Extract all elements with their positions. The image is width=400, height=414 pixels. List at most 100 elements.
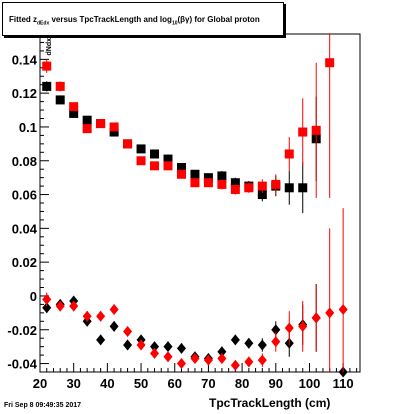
data-point-diamond (96, 334, 106, 346)
data-point-diamond (109, 303, 119, 315)
data-point-diamond (176, 342, 186, 354)
data-point-square (271, 179, 281, 189)
data-point-diamond (150, 347, 160, 359)
x-tick-label: 110 (333, 376, 354, 391)
data-point-diamond (136, 339, 146, 351)
y-tick-label: 0.06 (12, 188, 37, 203)
data-point-diamond (176, 358, 186, 370)
data-point-square (284, 183, 294, 193)
data-point-square (217, 179, 227, 189)
data-point-square (82, 115, 92, 125)
data-point-square (257, 181, 267, 191)
y-tick-label: 0.1 (19, 120, 37, 135)
data-point-square (311, 125, 321, 135)
data-point-diamond (271, 336, 281, 348)
data-point-diamond (163, 341, 173, 353)
data-point-square (176, 163, 186, 173)
x-axis-label: TpcTrackLength (cm) (209, 396, 331, 410)
data-point-square (109, 122, 119, 132)
data-point-square (123, 139, 133, 149)
y-tick-label: 0.04 (12, 221, 38, 236)
data-point-diamond (163, 351, 173, 363)
x-tick-label: 100 (299, 376, 321, 391)
data-point-square (150, 161, 160, 171)
data-point-diamond (203, 354, 213, 366)
data-point-square (42, 81, 52, 91)
data-point-square (150, 149, 160, 159)
data-point-square (298, 183, 308, 193)
data-point-square (55, 81, 65, 91)
data-point-square (203, 173, 213, 183)
data-point-diamond (244, 356, 254, 368)
data-point-diamond (96, 310, 106, 322)
y-tick-label: -0.04 (7, 357, 37, 372)
chart-title: Fitted zdEdx versus TpcTrackLength and l… (9, 15, 260, 27)
data-point-square (203, 178, 213, 188)
data-point-square (230, 184, 240, 194)
data-point-diamond (217, 352, 227, 364)
data-point-square (163, 161, 173, 171)
y-tick-label: 0.08 (12, 154, 37, 169)
y-tick-label: 0 (30, 289, 37, 304)
data-point-diamond (82, 310, 92, 322)
data-point-square (42, 61, 52, 71)
date-stamp: Fri Sep 8 09:49:35 2017 (4, 402, 82, 409)
data-point-square (257, 190, 267, 200)
data-point-square (244, 183, 254, 193)
data-point-diamond (284, 322, 294, 334)
axis-ticks: 20 30 40 50 60 70 80 90 100 110 -0.04 -0.02 0 0.02 0.0… (7, 33, 358, 391)
data-point-diamond (123, 325, 133, 337)
y-axis-label: dNdx (46, 38, 53, 56)
y-tick-label: 0.02 (12, 255, 37, 270)
data-point-square (69, 108, 79, 118)
data-point-diamond (311, 312, 321, 324)
data-point-square (163, 154, 173, 164)
x-tick-label: 90 (269, 376, 283, 391)
data-point-diamond (298, 320, 308, 332)
data-point-diamond (230, 334, 240, 346)
x-tick-label: 80 (235, 376, 249, 391)
data-point-square (190, 169, 200, 179)
data-point-diamond (123, 339, 133, 351)
data-point-diamond (42, 293, 52, 305)
data-point-square (55, 95, 65, 105)
data-point-square (190, 178, 200, 188)
data-marks (42, 34, 348, 378)
data-point-diamond (109, 320, 119, 332)
data-point-diamond (338, 303, 348, 315)
x-tick-label: 60 (168, 376, 182, 391)
data-point-square (298, 127, 308, 137)
x-tick-label: 50 (134, 376, 148, 391)
x-tick-label: 30 (66, 376, 80, 391)
x-tick-label: 40 (100, 376, 114, 391)
data-point-square (136, 144, 146, 154)
x-tick-label: 70 (201, 376, 215, 391)
data-point-diamond (190, 352, 200, 364)
series-0 (42, 81, 321, 214)
data-point-diamond (42, 302, 52, 314)
y-tick-label: 0.12 (12, 86, 37, 101)
series-1 (42, 34, 335, 198)
data-point-diamond (150, 341, 160, 353)
y-tick-label: 0.14 (12, 52, 38, 67)
data-point-diamond (257, 339, 267, 351)
x-tick-label: 20 (33, 376, 47, 391)
data-point-diamond (217, 346, 227, 358)
data-point-diamond (69, 300, 79, 312)
data-point-square (109, 127, 119, 137)
data-point-diamond (55, 300, 65, 312)
data-point-square (82, 124, 92, 134)
data-point-square (136, 156, 146, 166)
title-box: Fitted zdEdx versus TpcTrackLength and l… (2, 2, 284, 36)
data-point-square (69, 102, 79, 112)
data-point-diamond (230, 359, 240, 371)
data-point-diamond (325, 307, 335, 319)
data-point-square (230, 178, 240, 188)
series-3 (42, 208, 348, 372)
data-point-square (217, 171, 227, 181)
data-point-diamond (257, 354, 267, 366)
data-point-diamond (244, 337, 254, 349)
data-point-square (176, 169, 186, 179)
data-point-square (325, 58, 335, 68)
